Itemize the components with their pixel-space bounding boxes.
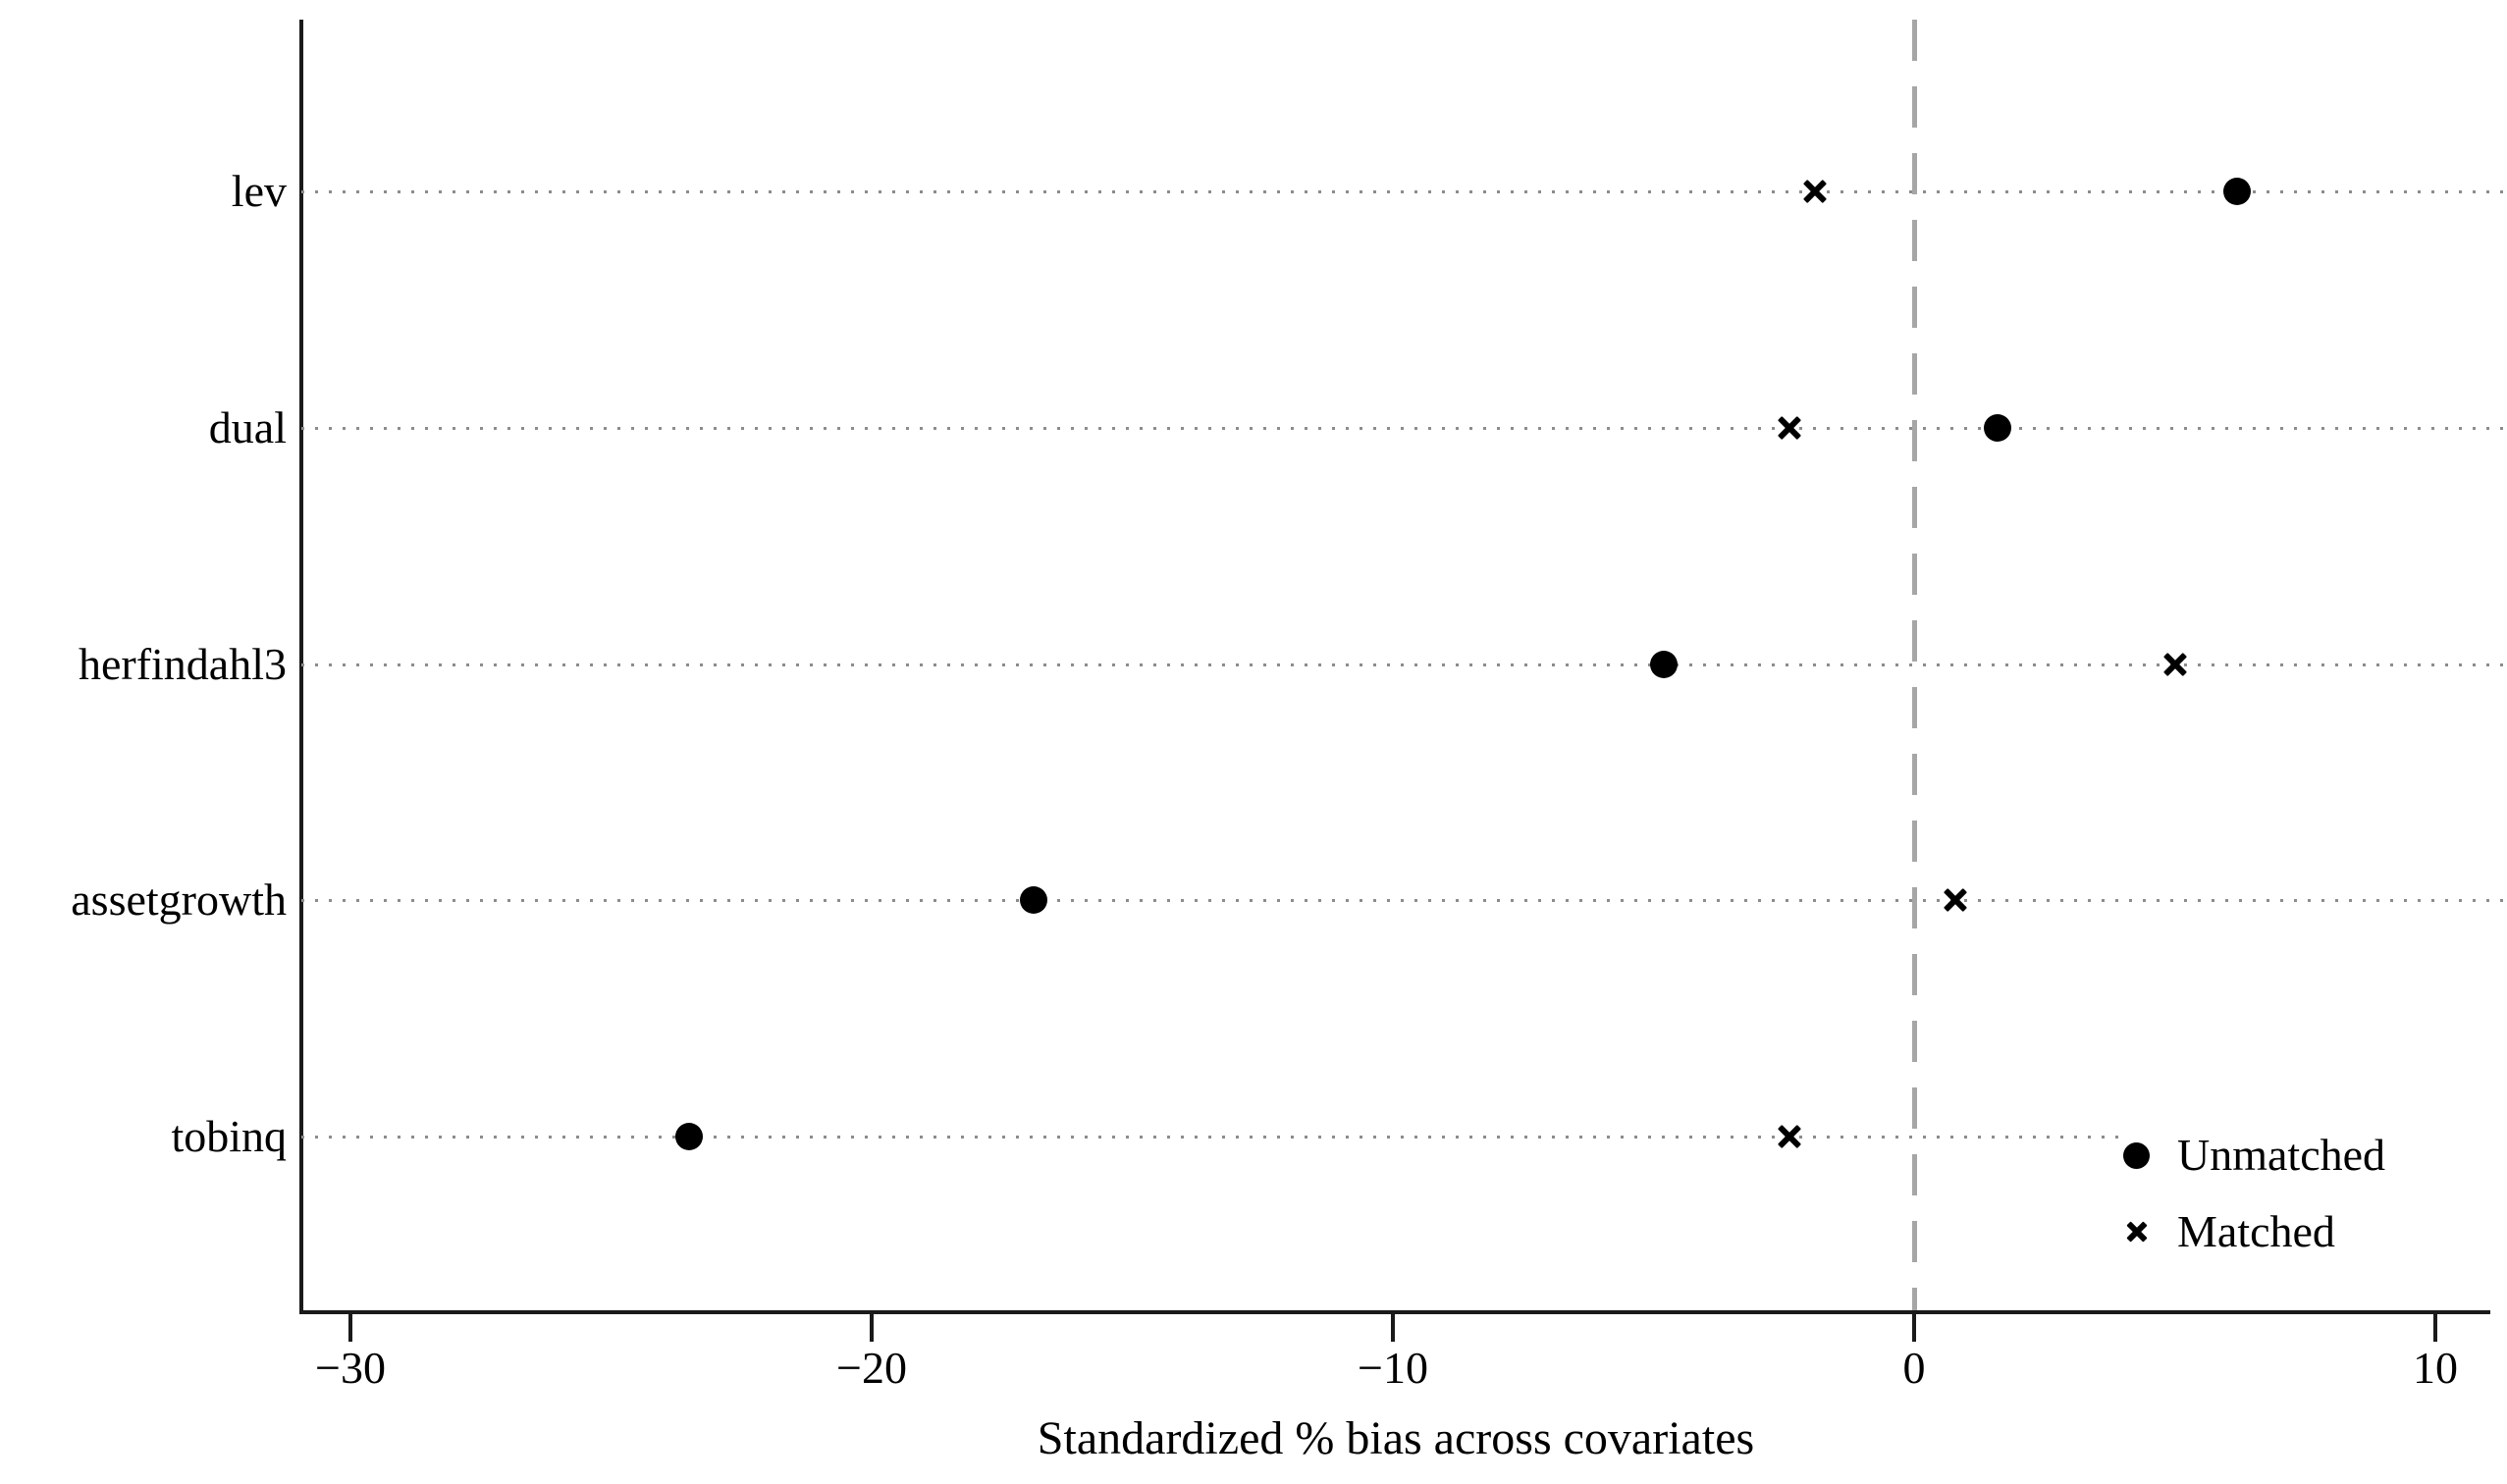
matched-point <box>1777 1124 1801 1149</box>
y-category-label: lev <box>231 166 287 216</box>
x-axis-tick <box>1912 1314 1916 1342</box>
y-category-label: tobinq <box>171 1111 287 1161</box>
x-marker-icon <box>2126 1221 2148 1243</box>
legend-item-unmatched: Unmatched <box>2123 1125 2506 1186</box>
y-category-label: dual <box>208 401 287 452</box>
legend-item-matched: Matched <box>2123 1201 2506 1262</box>
y-category-label: herfindahl3 <box>78 638 287 689</box>
gridline-dotted <box>301 662 2507 666</box>
gridline-dotted <box>301 426 2507 430</box>
unmatched-point <box>1019 886 1047 915</box>
x-axis-tick-label: −20 <box>836 1343 907 1393</box>
x-axis-title: Standardized % bias across covariates <box>1037 1412 1755 1464</box>
x-axis-tick-label: −30 <box>315 1343 386 1393</box>
matched-point <box>1944 888 1968 913</box>
y-axis-line <box>299 20 303 1314</box>
legend-label-unmatched: Unmatched <box>2177 1130 2386 1180</box>
x-axis-tick <box>348 1314 352 1342</box>
gridline-dotted <box>301 899 2507 903</box>
unmatched-point <box>675 1123 704 1150</box>
x-axis-tick <box>1391 1314 1395 1342</box>
matched-point <box>1777 415 1801 440</box>
legend: Unmatched Matched <box>2123 1125 2506 1262</box>
x-axis-tick <box>870 1314 874 1342</box>
unmatched-point <box>1983 413 2011 442</box>
gridline-dotted <box>301 190 2507 193</box>
unmatched-point <box>2223 178 2252 205</box>
x-axis-tick-label: −10 <box>1358 1343 1428 1393</box>
x-axis-tick <box>2433 1314 2437 1342</box>
matched-point <box>1803 179 1828 204</box>
y-category-label: assetgrowth <box>71 874 287 926</box>
circle-marker-icon <box>2123 1141 2150 1169</box>
gridline-dotted <box>301 1136 2507 1139</box>
x-axis-tick-label: 0 <box>1902 1343 1926 1393</box>
zero-reference-line <box>1912 20 1917 1310</box>
x-axis-line <box>299 1310 2490 1314</box>
unmatched-point <box>1650 650 1679 678</box>
matched-point <box>2162 652 2187 676</box>
legend-label-matched: Matched <box>2177 1206 2335 1256</box>
plot-area: Unmatched Matched <box>301 20 2507 1310</box>
x-axis-tick-label: 10 <box>2413 1343 2458 1393</box>
